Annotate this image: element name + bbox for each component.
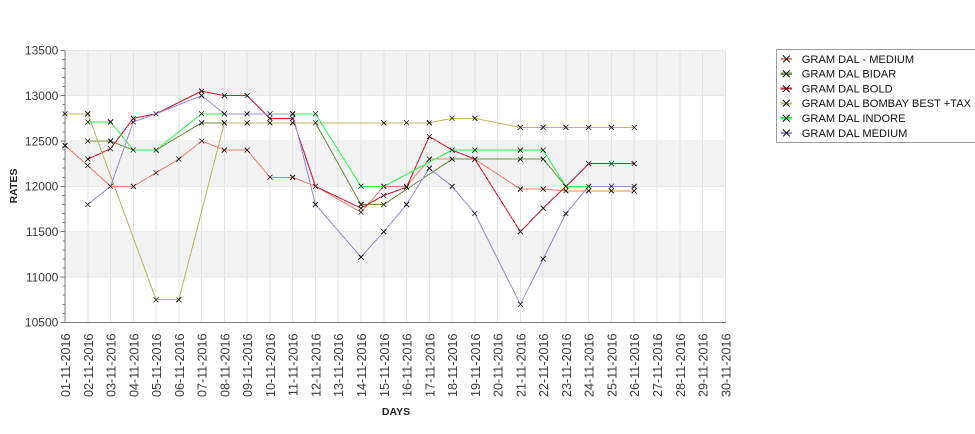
svg-text:08-11-2016: 08-11-2016	[218, 334, 232, 398]
svg-text:18-11-2016: 18-11-2016	[446, 334, 460, 398]
svg-text:13500: 13500	[25, 44, 59, 58]
svg-text:GRAM DAL - MEDIUM: GRAM DAL - MEDIUM	[802, 54, 914, 66]
svg-text:12000: 12000	[25, 180, 59, 194]
svg-text:10-11-2016: 10-11-2016	[264, 334, 278, 398]
svg-text:RATES: RATES	[8, 169, 20, 204]
svg-text:22-11-2016: 22-11-2016	[537, 334, 551, 398]
svg-text:05-11-2016: 05-11-2016	[150, 334, 164, 398]
svg-text:12-11-2016: 12-11-2016	[309, 334, 323, 398]
svg-text:16-11-2016: 16-11-2016	[401, 334, 415, 398]
svg-text:21-11-2016: 21-11-2016	[514, 334, 528, 398]
svg-text:19-11-2016: 19-11-2016	[469, 333, 483, 397]
svg-text:13-11-2016: 13-11-2016	[332, 334, 346, 398]
svg-text:17-11-2016: 17-11-2016	[423, 334, 437, 398]
svg-text:24-11-2016: 24-11-2016	[583, 334, 597, 398]
svg-text:11500: 11500	[26, 225, 59, 239]
svg-text:25-11-2016: 25-11-2016	[605, 334, 619, 398]
svg-text:04-11-2016: 04-11-2016	[127, 334, 141, 398]
svg-text:28-11-2016: 28-11-2016	[674, 334, 688, 398]
svg-text:11-11-2016: 11-11-2016	[287, 334, 301, 397]
svg-text:30-11-2016: 30-11-2016	[719, 334, 733, 398]
svg-text:14-11-2016: 14-11-2016	[355, 334, 369, 398]
svg-text:02-11-2016: 02-11-2016	[82, 334, 96, 398]
svg-text:10500: 10500	[25, 316, 59, 330]
svg-text:23-11-2016: 23-11-2016	[560, 334, 574, 398]
svg-text:12500: 12500	[25, 134, 59, 148]
svg-text:GRAM DAL BIDAR: GRAM DAL BIDAR	[802, 69, 897, 81]
svg-text:26-11-2016: 26-11-2016	[628, 334, 642, 398]
svg-text:20-11-2016: 20-11-2016	[492, 334, 506, 398]
svg-text:03-11-2016: 03-11-2016	[105, 334, 119, 398]
svg-text:09-11-2016: 09-11-2016	[241, 334, 255, 398]
svg-text:GRAM DAL INDORE: GRAM DAL INDORE	[802, 113, 906, 125]
svg-text:07-11-2016: 07-11-2016	[196, 334, 210, 398]
svg-text:15-11-2016: 15-11-2016	[378, 334, 392, 398]
svg-text:DAYS: DAYS	[382, 406, 410, 418]
svg-text:27-11-2016: 27-11-2016	[651, 334, 665, 398]
svg-text:06-11-2016: 06-11-2016	[173, 334, 187, 398]
svg-text:GRAM DAL BOMBAY BEST +TAX: GRAM DAL BOMBAY BEST +TAX	[802, 98, 972, 110]
svg-text:29-11-2016: 29-11-2016	[697, 334, 711, 398]
svg-text:13000: 13000	[25, 89, 59, 103]
svg-text:GRAM DAL MEDIUM: GRAM DAL MEDIUM	[802, 128, 908, 140]
svg-text:GRAM DAL BOLD: GRAM DAL BOLD	[802, 83, 893, 95]
svg-text:11000: 11000	[26, 270, 59, 284]
svg-text:01-11-2016: 01-11-2016	[59, 334, 73, 398]
